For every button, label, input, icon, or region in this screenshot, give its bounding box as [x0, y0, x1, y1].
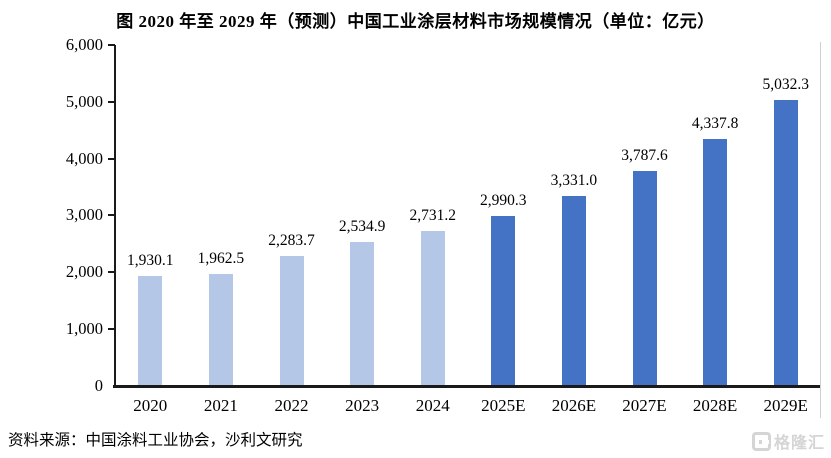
x-tick-label-2025E: 2025E: [481, 396, 526, 415]
source-note: 资料来源：中国涂料工业协会，沙利文研究: [8, 432, 303, 449]
x-axis-line: [113, 385, 821, 388]
value-label-2026E: 3,331.0: [550, 172, 598, 190]
watermark-text: 格隆汇: [773, 435, 825, 452]
x-tick-label-2023: 2023: [345, 396, 380, 415]
y-tick-mark: [108, 214, 115, 217]
value-label-2027E: 3,787.6: [621, 146, 668, 164]
value-label-2028E: 4,337.8: [691, 115, 739, 133]
value-label-2021: 1,962.5: [197, 250, 245, 268]
y-tick-mark: [108, 327, 115, 330]
value-label-2022: 2,283.7: [268, 231, 315, 249]
chart-title: 图 2020 年至 2029 年（预测）中国工业涂层材料市场规模情况（单位：亿元…: [116, 12, 715, 31]
x-tick-label-2022: 2022: [274, 396, 309, 415]
y-tick-label: 0: [94, 375, 103, 395]
value-label-2025E: 2,990.3: [480, 191, 527, 209]
y-tick-mark: [108, 157, 115, 160]
y-tick-mark: [108, 271, 115, 273]
x-tick-label-2026E: 2026E: [551, 396, 597, 415]
x-tick-label-2027E: 2027E: [622, 396, 667, 415]
plot-right-border: [820, 42, 821, 418]
y-tick-mark: [108, 100, 115, 103]
y-tick-label: 5,000: [65, 91, 103, 111]
value-label-2024: 2,731.2: [409, 206, 456, 224]
bar-2024: [420, 230, 445, 386]
x-tick-label-2029E: 2029E: [763, 396, 808, 415]
value-label-2023: 2,534.9: [338, 217, 386, 235]
y-axis-line: [114, 45, 116, 387]
y-tick-label: 2,000: [65, 262, 103, 281]
gelonghui-watermark: 格隆汇: [751, 429, 825, 453]
y-tick-mark: [108, 44, 115, 46]
x-tick-label-2020: 2020: [133, 396, 168, 415]
bar-2025E: [491, 215, 516, 386]
bar-2027E: [632, 170, 657, 386]
value-label-2029E: 5,032.3: [762, 75, 809, 93]
x-tick-label-2028E: 2028E: [692, 396, 738, 415]
y-tick-label: 1,000: [65, 318, 103, 338]
bar-2026E: [561, 196, 586, 386]
gelonghui-logo-icon: [751, 431, 771, 451]
bar-2028E: [703, 139, 728, 386]
y-tick-label: 4,000: [65, 148, 103, 168]
bar-2020: [138, 275, 163, 386]
bar-2021: [208, 274, 233, 386]
bar-2023: [350, 241, 375, 386]
y-tick-label: 3,000: [65, 205, 103, 225]
value-label-2020: 1,930.1: [127, 251, 174, 269]
y-tick-label: 6,000: [65, 35, 103, 54]
x-tick-label-2024: 2024: [415, 396, 450, 415]
x-tick-label-2021: 2021: [203, 396, 238, 415]
bar-2029E: [773, 99, 798, 386]
bar-2022: [279, 255, 304, 386]
